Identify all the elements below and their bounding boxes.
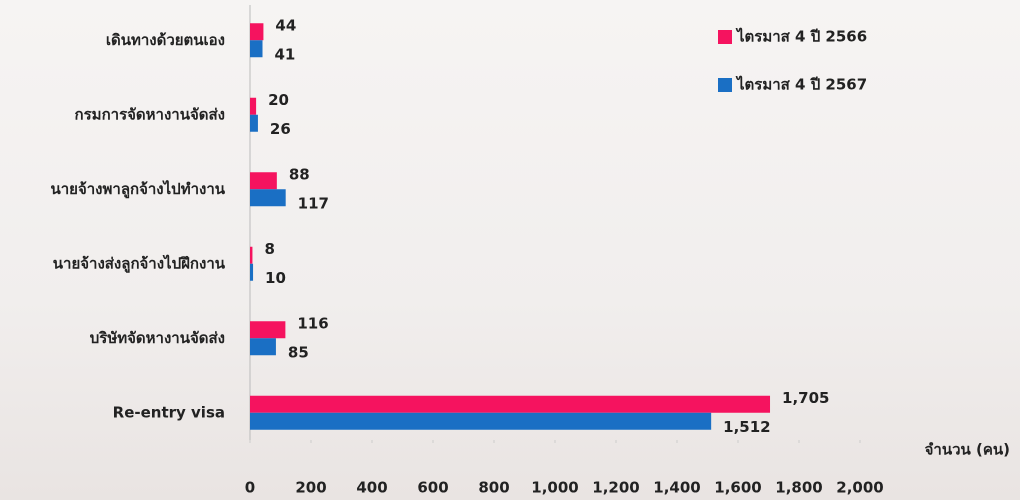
bar	[250, 40, 263, 57]
x-tick-label: 400	[356, 479, 387, 497]
legend-label: ไตรมาส 4 ปี 2567	[735, 75, 867, 94]
bar	[250, 321, 285, 338]
value-label: 44	[275, 16, 296, 34]
value-label: 8	[264, 240, 274, 258]
bar	[250, 264, 253, 281]
y-tick-label: Re-entry visa	[113, 403, 225, 421]
bar	[250, 98, 256, 115]
x-tick-label: 800	[478, 479, 509, 497]
y-tick-label: นายจ้างพาลูกจ้างไปทำงาน	[51, 179, 226, 199]
value-label: 1,705	[782, 389, 829, 407]
x-tick-label: 1,400	[653, 479, 700, 497]
chart: จำนวน (คน) 0 200 400 600 800 1,000 1,200 1,400 1…	[0, 0, 1020, 500]
y-tick-label: เดินทางด้วยตนเอง	[106, 31, 225, 49]
y-tick-label: กรมการจัดหางานจัดส่ง	[75, 105, 225, 123]
value-label: 26	[270, 120, 291, 138]
x-tick-label: 1,200	[592, 479, 639, 497]
bar	[250, 338, 276, 355]
value-label: 10	[265, 269, 286, 287]
value-label: 116	[297, 314, 328, 332]
bar	[250, 396, 770, 413]
legend-swatch	[718, 30, 732, 44]
x-tick-label: 1,800	[775, 479, 822, 497]
value-label: 85	[288, 343, 309, 361]
value-label: 20	[268, 91, 289, 109]
y-tick-label: นายจ้างส่งลูกจ้างไปฝึกงาน	[53, 253, 226, 273]
value-label: 41	[275, 45, 296, 63]
value-label: 88	[289, 165, 310, 183]
x-tick-label: 200	[295, 479, 326, 497]
bar	[250, 172, 277, 189]
value-label: 1,512	[723, 418, 770, 436]
x-tick-label: 2,000	[836, 479, 883, 497]
x-axis-label: จำนวน (คน)	[925, 441, 1010, 459]
x-tick-label: 0	[245, 479, 255, 497]
value-label: 117	[298, 194, 329, 212]
y-tick-label: บริษัทจัดหางานจัดส่ง	[90, 329, 225, 347]
bar	[250, 413, 711, 430]
x-tick-label: 1,600	[714, 479, 761, 497]
legend-swatch	[718, 78, 732, 92]
x-tick-label: 1,000	[531, 479, 578, 497]
bar	[250, 115, 258, 132]
bar	[250, 189, 286, 206]
bar	[250, 247, 252, 264]
x-tick-label: 600	[417, 479, 448, 497]
legend-label: ไตรมาส 4 ปี 2566	[735, 27, 867, 46]
bar	[250, 23, 263, 40]
